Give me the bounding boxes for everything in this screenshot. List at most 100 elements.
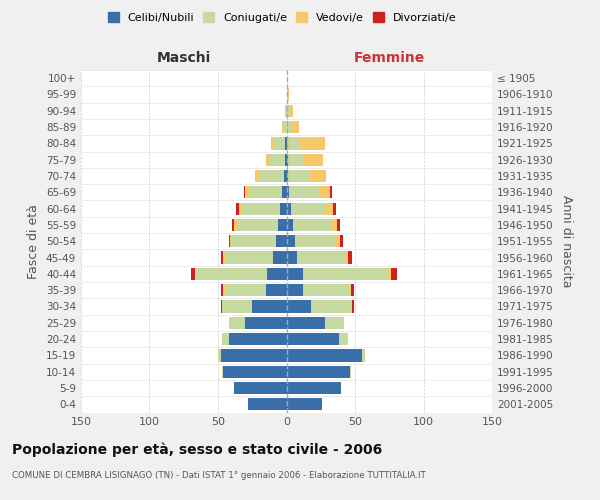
Bar (287, 235, 295, 248)
Bar (337, 219, 340, 231)
Bar (352, 300, 353, 312)
Bar (331, 186, 332, 198)
Bar (287, 104, 289, 117)
Bar (362, 350, 365, 362)
Bar (300, 138, 325, 149)
Bar (191, 268, 195, 280)
Bar (232, 235, 275, 248)
Bar (268, 268, 287, 280)
Bar (295, 235, 336, 248)
Bar (271, 138, 274, 149)
Bar (223, 366, 287, 378)
Bar (287, 138, 300, 149)
Bar (232, 219, 235, 231)
Bar (222, 366, 223, 378)
Bar (284, 170, 287, 182)
Bar (280, 202, 287, 214)
Bar (350, 284, 351, 296)
Bar (289, 104, 293, 117)
Bar (351, 284, 353, 296)
Bar (285, 154, 287, 166)
Bar (266, 154, 269, 166)
Text: Femmine: Femmine (353, 51, 425, 65)
Bar (288, 154, 304, 166)
Bar (287, 366, 350, 378)
Bar (252, 300, 287, 312)
Bar (287, 316, 325, 329)
Bar (237, 219, 278, 231)
Bar (225, 252, 273, 264)
Bar (235, 219, 237, 231)
Bar (235, 382, 287, 394)
Bar (285, 104, 287, 117)
Bar (236, 202, 239, 214)
Bar (340, 235, 343, 248)
Bar (332, 219, 337, 231)
Bar (223, 252, 225, 264)
Bar (269, 154, 285, 166)
Bar (285, 138, 287, 149)
Bar (287, 333, 338, 345)
Bar (221, 284, 223, 296)
Bar (255, 170, 259, 182)
Bar (195, 268, 196, 280)
Bar (289, 186, 319, 198)
Bar (230, 235, 232, 248)
Bar (287, 350, 362, 362)
Bar (221, 252, 223, 264)
Bar (288, 88, 289, 101)
Bar (222, 333, 229, 345)
Bar (223, 284, 225, 296)
Bar (248, 398, 287, 410)
Bar (229, 235, 230, 248)
Bar (218, 350, 221, 362)
Bar (287, 300, 311, 312)
Bar (284, 121, 287, 133)
Bar (287, 88, 288, 101)
Bar (221, 350, 287, 362)
Bar (287, 398, 322, 410)
Bar (338, 333, 348, 345)
Bar (275, 235, 287, 248)
Bar (288, 170, 310, 182)
Bar (287, 121, 290, 133)
Bar (196, 268, 268, 280)
Text: Maschi: Maschi (157, 51, 211, 65)
Bar (350, 366, 351, 378)
Bar (304, 154, 323, 166)
Bar (250, 186, 283, 198)
Bar (303, 284, 350, 296)
Bar (225, 284, 266, 296)
Bar (287, 202, 290, 214)
Bar (346, 252, 348, 264)
Bar (319, 186, 331, 198)
Bar (333, 202, 336, 214)
Y-axis label: Anni di nascita: Anni di nascita (560, 195, 573, 288)
Y-axis label: Fasce di età: Fasce di età (28, 204, 40, 279)
Bar (221, 300, 222, 312)
Bar (311, 300, 352, 312)
Text: COMUNE DI CEMBRA LISIGNAGO (TN) - Dati ISTAT 1° gennaio 2006 - Elaborazione TUTT: COMUNE DI CEMBRA LISIGNAGO (TN) - Dati I… (12, 471, 426, 480)
Bar (287, 186, 289, 198)
Bar (273, 252, 287, 264)
Bar (287, 219, 293, 231)
Bar (298, 252, 346, 264)
Bar (245, 186, 250, 198)
Bar (283, 186, 287, 198)
Bar (229, 316, 245, 329)
Bar (287, 268, 303, 280)
Bar (336, 235, 340, 248)
Bar (222, 300, 252, 312)
Bar (325, 316, 344, 329)
Bar (287, 252, 298, 264)
Bar (259, 170, 284, 182)
Bar (245, 316, 287, 329)
Bar (287, 382, 341, 394)
Bar (388, 268, 391, 280)
Legend: Celibi/Nubili, Coniugati/e, Vedovi/e, Divorziati/e: Celibi/Nubili, Coniugati/e, Vedovi/e, Di… (103, 8, 461, 28)
Bar (287, 154, 288, 166)
Bar (244, 186, 245, 198)
Bar (303, 268, 388, 280)
Bar (348, 252, 352, 264)
Bar (278, 219, 287, 231)
